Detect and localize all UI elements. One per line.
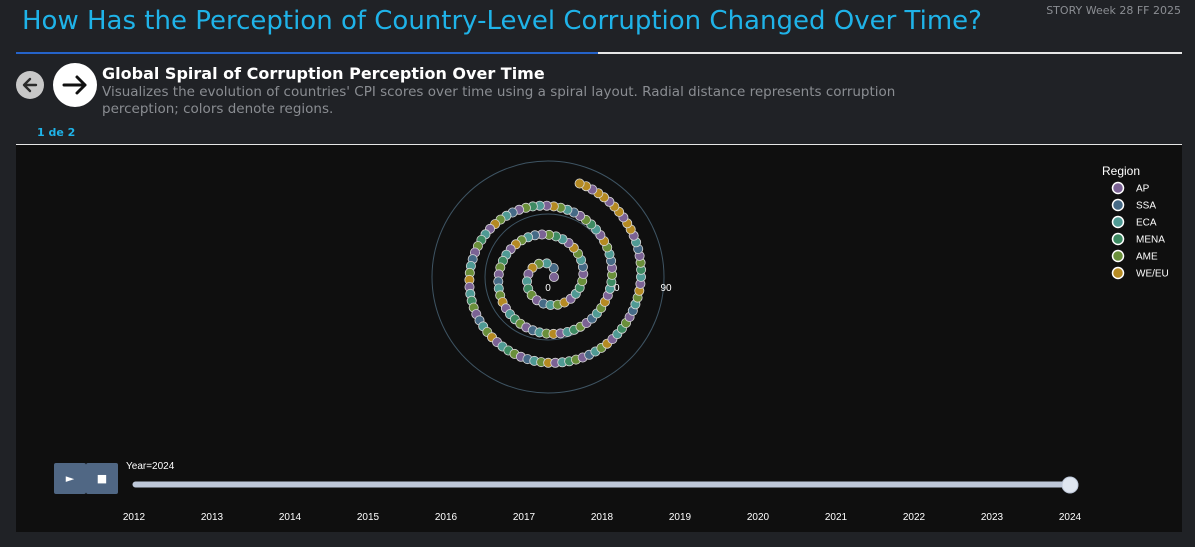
stop-button[interactable]: ■ — [86, 463, 118, 494]
slider-year-label[interactable]: 2020 — [747, 512, 770, 523]
arrow-right-icon — [62, 75, 87, 95]
story-point-description: Visualizes the evolution of countries' C… — [102, 84, 896, 117]
legend-marker — [1111, 181, 1125, 195]
next-point-button[interactable] — [53, 63, 97, 107]
legend: Region AP SSA ECA MENA AME WE/EU — [1102, 164, 1169, 280]
legend-title: Region — [1102, 164, 1140, 178]
slider-year-label[interactable]: 2012 — [123, 512, 146, 523]
viz-divider — [16, 144, 1182, 145]
slider-handle[interactable] — [1061, 476, 1079, 494]
legend-item-ame[interactable]: AME — [1111, 249, 1159, 263]
legend-marker — [1111, 266, 1125, 280]
slider-year-label[interactable]: 2022 — [903, 512, 926, 523]
legend-label: AME — [1136, 252, 1158, 263]
legend-item-we-eu[interactable]: WE/EU — [1111, 266, 1169, 280]
slider-year-label[interactable]: 2019 — [669, 512, 692, 523]
radial-tick-label: 90 — [660, 283, 672, 294]
legend-marker — [1111, 215, 1125, 229]
spiral-chart: 0 50 90 Region AP SSA ECA MENA AME WE/EU… — [123, 160, 1169, 523]
story-tag: STORY Week 28 FF 2025 — [1046, 4, 1181, 17]
slider-current-value: Year=2024 — [126, 461, 175, 472]
legend-marker — [1111, 198, 1125, 212]
outer-grid-circle — [431, 160, 665, 394]
slider-year-label[interactable]: 2021 — [825, 512, 848, 523]
legend-label: MENA — [1136, 235, 1165, 246]
legend-item-eca[interactable]: ECA — [1111, 215, 1157, 229]
legend-label: AP — [1136, 184, 1150, 195]
story-point-counter: 1 de 2 — [37, 126, 76, 139]
story-point-title: Global Spiral of Corruption Perception O… — [102, 64, 545, 83]
legend-item-ssa[interactable]: SSA — [1111, 198, 1157, 212]
slider-year-label[interactable]: 2018 — [591, 512, 614, 523]
slider-year-label[interactable]: 2024 — [1059, 512, 1082, 523]
legend-item-mena[interactable]: MENA — [1111, 232, 1166, 246]
visualization-area: 0 50 90 Region AP SSA ECA MENA AME WE/EU… — [16, 145, 1182, 532]
radial-tick-label: 0 — [545, 283, 551, 294]
page-title: How Has the Perception of Country-Level … — [22, 6, 982, 36]
slider-year-label[interactable]: 2023 — [981, 512, 1004, 523]
legend-label: SSA — [1136, 201, 1156, 212]
title-divider — [16, 52, 1182, 54]
slider-track[interactable] — [132, 481, 1071, 488]
slider-year-label[interactable]: 2014 — [279, 512, 302, 523]
story-progress-bar — [16, 52, 598, 54]
country-point[interactable] — [549, 272, 560, 283]
country-point[interactable] — [548, 263, 559, 274]
legend-label: ECA — [1136, 218, 1157, 229]
spiral-points — [464, 178, 647, 368]
slider-year-label[interactable]: 2017 — [513, 512, 536, 523]
previous-point-button[interactable] — [16, 71, 44, 99]
slider-year-labels: 2012 2013 2014 2015 2016 2017 2018 2019 2020 2021… — [123, 512, 1082, 523]
legend-marker — [1111, 232, 1125, 246]
play-icon: ► — [65, 472, 75, 485]
play-button[interactable]: ► — [54, 463, 86, 494]
slider-year-label[interactable]: 2013 — [201, 512, 224, 523]
stop-icon: ■ — [96, 472, 108, 485]
arrow-left-icon — [22, 77, 38, 93]
legend-item-ap[interactable]: AP — [1111, 181, 1150, 195]
legend-label: WE/EU — [1136, 269, 1169, 280]
slider-year-label[interactable]: 2016 — [435, 512, 458, 523]
slider-year-label[interactable]: 2015 — [357, 512, 380, 523]
legend-marker — [1111, 249, 1125, 263]
country-point[interactable] — [574, 178, 585, 189]
